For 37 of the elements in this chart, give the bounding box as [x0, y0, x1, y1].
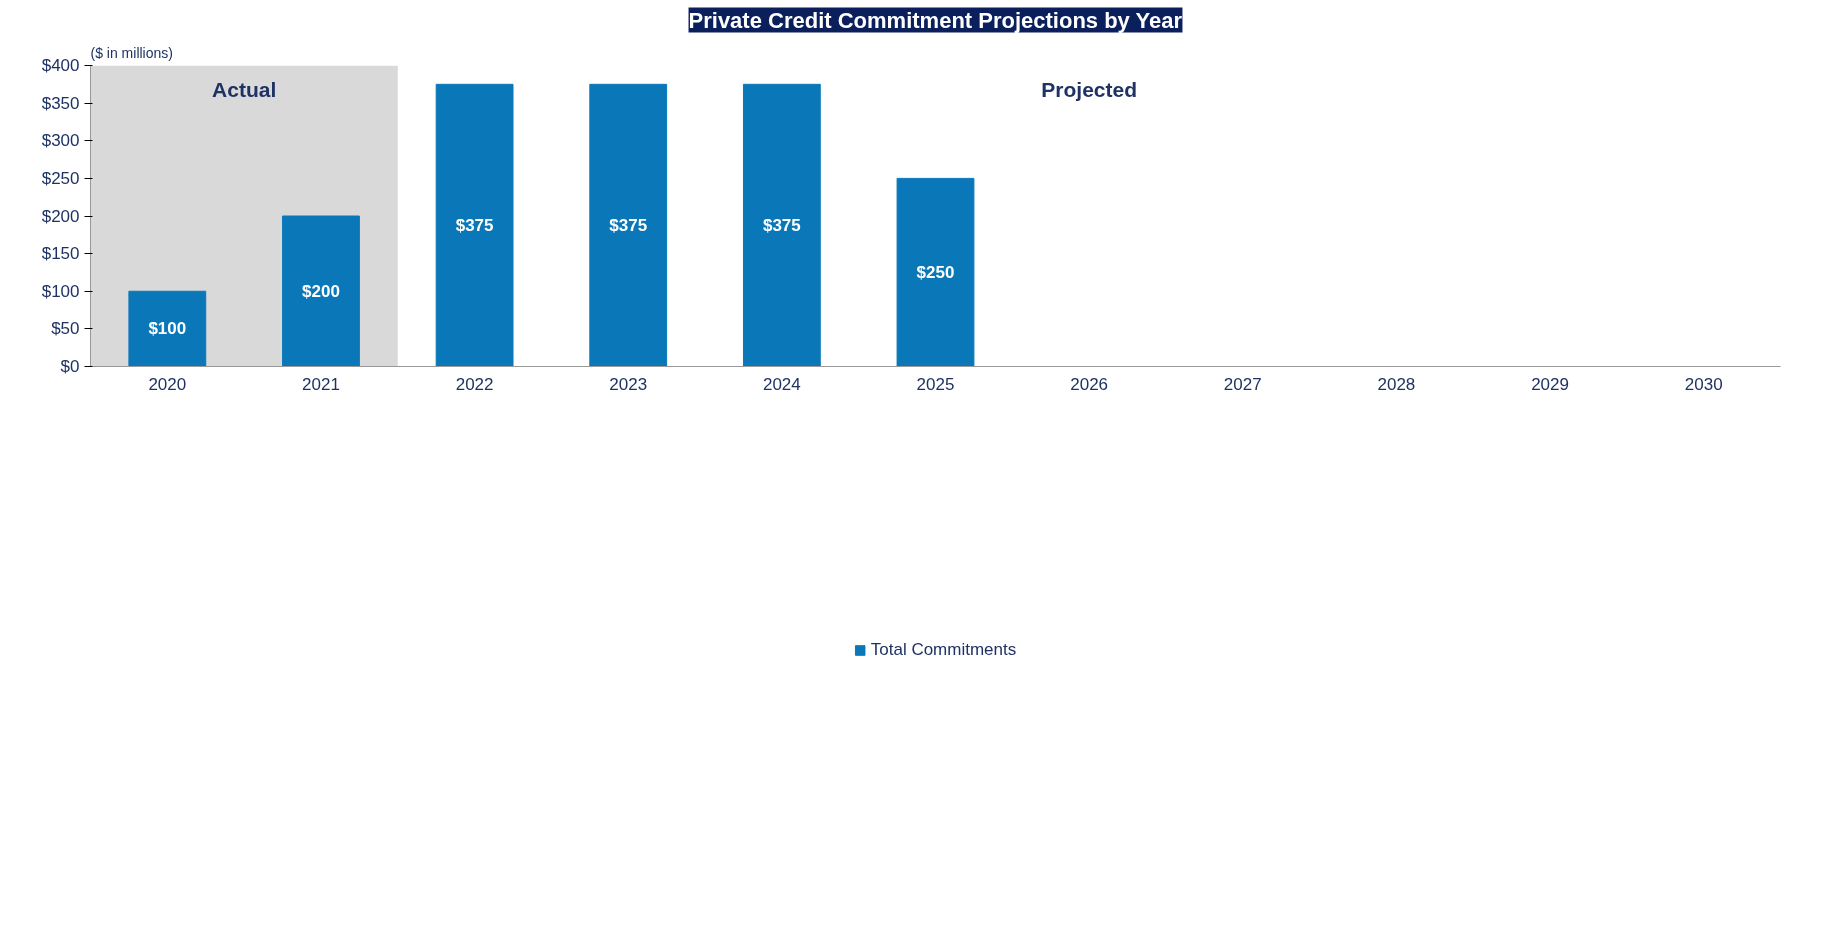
bar — [435, 83, 514, 367]
bar — [589, 83, 668, 367]
y-tick-label: $400 — [41, 56, 80, 75]
chart-subtitle: ($ in millions) — [90, 44, 173, 61]
y-tick-label: $350 — [41, 93, 80, 113]
data-label: $375 — [455, 215, 494, 235]
chart-title: Private Credit Commitment Projections by Year — [688, 7, 1183, 33]
bar — [128, 290, 207, 367]
x-tick-label: 2021 — [302, 374, 340, 394]
y-tick-label: $100 — [41, 281, 80, 301]
y-tick-label: $200 — [41, 206, 80, 226]
bar — [742, 83, 821, 367]
x-tick-label: 2022 — [455, 374, 494, 394]
x-tick-label: 2029 — [1531, 374, 1569, 394]
y-tick-label: $150 — [41, 244, 80, 264]
x-tick-label: 2027 — [1223, 374, 1262, 394]
bar — [896, 177, 975, 367]
x-tick-label: 2026 — [1070, 374, 1109, 394]
band-label: Actual — [212, 77, 277, 101]
x-tick-label: 2028 — [1377, 374, 1416, 394]
x-tick-label: 2025 — [916, 374, 955, 394]
y-tick-label: $0 — [60, 357, 80, 376]
x-tick-label: 2020 — [148, 374, 187, 394]
x-tick-label: 2024 — [762, 374, 801, 394]
y-tick-label: $250 — [41, 168, 80, 188]
data-label: $375 — [762, 215, 801, 235]
y-tick-label: $300 — [41, 131, 80, 151]
legend-label: Total Commitments — [870, 640, 1017, 660]
data-label: $375 — [609, 215, 648, 235]
data-label: $200 — [302, 281, 340, 301]
x-tick-label: 2030 — [1684, 374, 1723, 394]
y-tick-label: $50 — [51, 319, 80, 339]
bar — [282, 215, 360, 367]
x-tick-label: 2023 — [609, 374, 648, 394]
annotation: Projected — [1041, 77, 1137, 101]
data-label: $250 — [916, 262, 955, 282]
data-label: $100 — [148, 319, 187, 339]
